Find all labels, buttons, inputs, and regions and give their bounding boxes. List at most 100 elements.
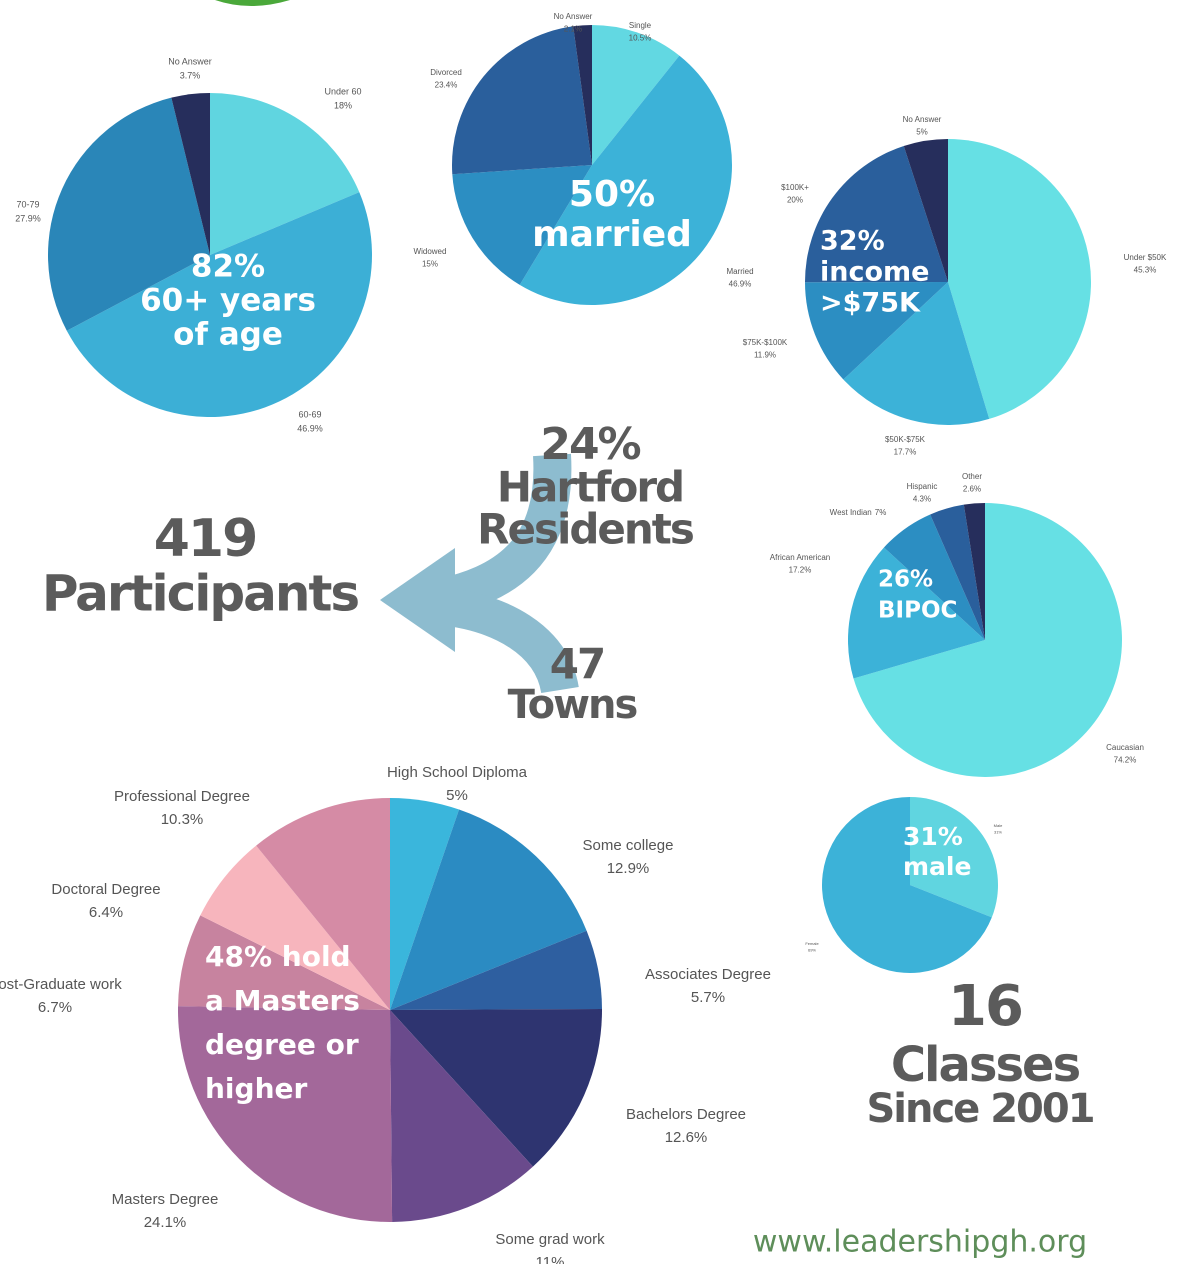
pie-slice [963,503,985,640]
pie-slice [452,26,592,175]
category-name: Single [629,21,652,30]
stat-text: Classes [891,1037,1080,1093]
annotation: 82% [191,249,265,285]
value-label: 2.6% [963,485,981,494]
annotation: income [820,257,929,288]
value-label: 31% [994,829,1002,834]
annotation: 26% [878,567,933,593]
annotation: of age [173,317,283,353]
pie-slice [805,146,948,283]
pie-slice [177,1006,393,1222]
category-name: No Answer [168,56,212,66]
annotation: married [532,214,692,255]
category-name: Some grad work [495,1231,605,1248]
category-name: Under $50K [1124,253,1167,262]
value-label: 24.1% [144,1214,187,1231]
value-label: 74.2% [1114,756,1137,765]
category-name: 60-69 [298,409,321,419]
annotation: a Masters [205,984,360,1017]
value-label: 10.3% [161,811,204,828]
category-name: Female [805,941,819,946]
pie-slice [256,798,390,1010]
pie-slice [210,93,360,255]
pie-slice [853,503,1122,777]
category-name: Post-Graduate work [0,976,122,993]
value-label: 5% [916,128,928,137]
category-name: Associates Degree [645,966,771,983]
category-name: $50K-$75K [885,435,926,444]
pie-slice [822,797,992,973]
pie-slice [910,796,999,918]
pie-slice [48,97,211,331]
value-label: 20% [787,196,803,205]
category-name: Divorced [430,68,462,77]
value-label: 46.9% [297,423,323,433]
pie-slice [519,55,732,305]
annotation: >$75K [820,288,921,319]
category-name: Hispanic [907,482,938,491]
category-name: Some college [583,837,674,854]
stat-text: Hartford [497,463,683,512]
value-label: 69% [808,947,816,952]
stat-text: Participants [42,565,359,623]
category-name: Under 60 [324,86,361,96]
category-name: No Answer [554,12,593,21]
category-name: Masters Degree [112,1191,219,1208]
slice-label: West Indian 7% [830,508,887,517]
value-label: 2.1% [564,25,582,34]
pie-slice [843,282,990,425]
stat-text: 24% [540,419,640,470]
pie-slice [452,165,592,285]
pie-chart: Caucasian 74.2% African American 17.2% West … [770,472,1144,777]
stat-text: 419 [154,509,257,569]
pie-slice [66,192,372,417]
pie-slice [805,282,948,380]
pie-chart: Under $50K 45.3% $50K-$75K 17.7% $75K-$100K 1… [743,115,1167,456]
annotation: 50% [569,174,655,215]
arrow [435,453,579,695]
value-label: 46.9% [729,280,752,289]
annotation: BIPOC [878,598,957,624]
pie-slice [200,845,390,1010]
category-name: 70-79 [16,199,39,209]
value-label: 5.7% [691,989,725,1006]
category-name: West Indian [830,508,872,517]
value-label: 17.7% [894,448,917,457]
value-label: 4.3% [913,495,931,504]
pie-chart: Under 60 18% 60-69 46.9% 70-79 27.9% No Answer… [15,56,372,433]
value-label: 17.2% [789,566,812,575]
pie-slice [930,504,985,640]
value-label: 7% [875,508,887,517]
pie-slice [573,25,592,165]
pie-slice [171,93,210,255]
category-name: Other [962,472,982,481]
pie-slice [390,930,602,1010]
annotation: male [903,852,971,881]
value-label: 12.6% [665,1129,708,1146]
pie-slice [178,915,390,1010]
value-label: 5% [446,787,468,804]
category-name: Married [726,267,753,276]
stat-text: Since 2001 [866,1086,1093,1132]
stat-text: 16 [948,974,1022,1039]
value-label: 12.9% [607,860,650,877]
stat-text: Towns [508,682,637,728]
value-label: 6.7% [38,999,72,1016]
value-label: 11.9% [754,351,776,360]
annotation: 60+ years [140,283,316,319]
category-name: Bachelors Degree [626,1106,746,1123]
category-name: Doctoral Degree [51,881,160,898]
value-label: 11% [536,1254,565,1264]
value-label: 6.4% [89,904,123,921]
stat-text: 47 [550,640,604,689]
value-label: 18% [334,100,352,110]
pie-slice [390,1010,533,1222]
pie-slice [903,139,948,282]
annotation: degree or [205,1028,359,1061]
pie-slice [847,547,985,679]
pie-slice [390,809,587,1010]
pie-slice [390,1008,602,1167]
value-label: 10.5% [629,34,652,43]
